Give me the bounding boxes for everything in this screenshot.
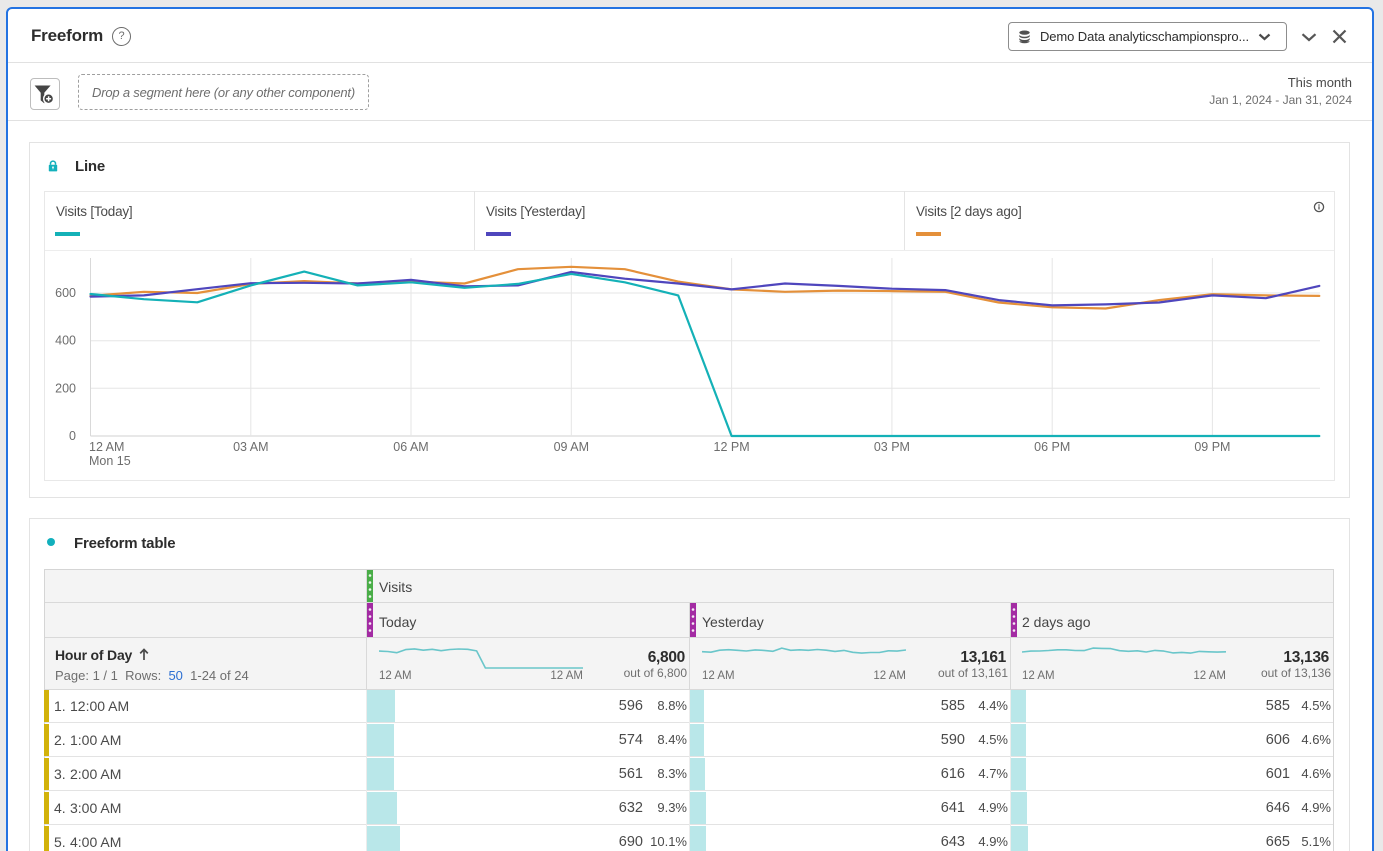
svg-text:06 PM: 06 PM	[1034, 440, 1070, 454]
svg-text:09 PM: 09 PM	[1194, 440, 1230, 454]
svg-text:03 PM: 03 PM	[874, 440, 910, 454]
svg-text:09 AM: 09 AM	[554, 440, 589, 454]
svg-text:Mon 15: Mon 15	[89, 454, 131, 468]
svg-text:03 AM: 03 AM	[233, 440, 268, 454]
svg-text:0: 0	[69, 429, 76, 443]
svg-text:12 PM: 12 PM	[714, 440, 750, 454]
svg-text:600: 600	[55, 286, 76, 300]
svg-text:200: 200	[55, 381, 76, 395]
svg-text:400: 400	[55, 334, 76, 348]
svg-text:06 AM: 06 AM	[393, 440, 428, 454]
svg-text:12 AM: 12 AM	[89, 440, 124, 454]
